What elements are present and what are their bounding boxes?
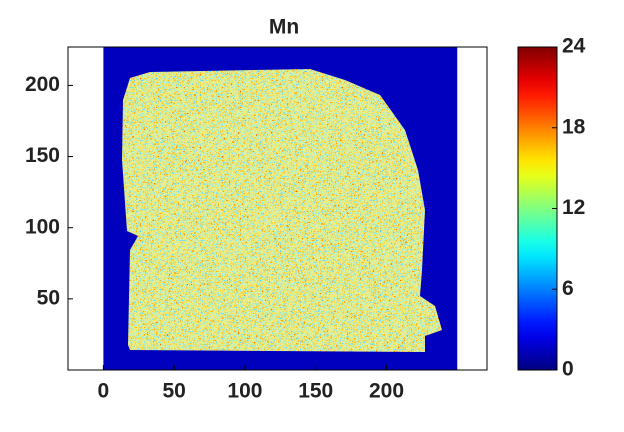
colorbar-tick-label: 6 bbox=[562, 277, 574, 300]
sample-texture bbox=[122, 69, 442, 352]
x-tick-label: 50 bbox=[162, 380, 185, 403]
colorbar-tick-label: 18 bbox=[562, 115, 586, 138]
x-tick-label: 150 bbox=[298, 380, 333, 403]
colorbar bbox=[517, 46, 558, 371]
y-tick-label: 100 bbox=[25, 215, 60, 238]
colorbar-tick-label: 12 bbox=[562, 196, 585, 219]
x-tick-label: 0 bbox=[98, 380, 110, 403]
plot-area bbox=[67, 46, 488, 371]
y-tick-label: 150 bbox=[25, 144, 60, 167]
y-tick-label: 50 bbox=[37, 286, 60, 309]
colorbar-tick-label: 24 bbox=[562, 35, 586, 58]
x-tick-label: 200 bbox=[369, 380, 404, 403]
x-tick-label: 100 bbox=[227, 380, 262, 403]
chart-title: Mn bbox=[269, 16, 299, 39]
colorbar-tick-label: 0 bbox=[562, 358, 574, 381]
sample-map bbox=[122, 69, 442, 352]
axes-frame bbox=[67, 46, 488, 371]
y-tick-label: 200 bbox=[25, 73, 60, 96]
